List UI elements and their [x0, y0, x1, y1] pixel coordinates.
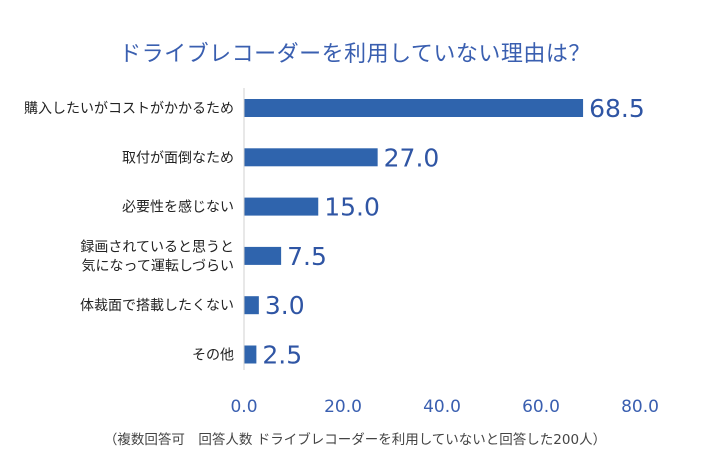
category-label: 体裁面で搭載したくない: [80, 298, 234, 314]
bar: [244, 148, 378, 167]
category-label: 取付が面倒なため: [122, 150, 234, 166]
x-tick-label: 80.0: [621, 397, 659, 417]
data-label: 3.0: [265, 291, 305, 320]
bar: [244, 99, 584, 117]
data-label: 2.5: [262, 341, 302, 370]
category-label: 録画されていると思うと: [80, 239, 234, 255]
category-label: 気になって運転しづらい: [82, 258, 234, 274]
category-label: 必要性を感じない: [122, 199, 234, 216]
x-tick-label: 60.0: [522, 397, 560, 417]
chart-title: ドライブレコーダーを利用していない理由は？: [119, 42, 591, 67]
data-label: 15.0: [324, 193, 380, 222]
x-tick-label: 0.0: [230, 397, 257, 417]
x-tick-label: 20.0: [324, 397, 362, 417]
bar: [244, 246, 282, 265]
category-label: 購入したいがコストがかかるため: [24, 101, 234, 117]
data-label: 27.0: [384, 143, 440, 172]
bar: [244, 197, 319, 216]
chart-footnote: （複数回答可 回答人数 ドライブレコーダーを利用していないと回答した200人）: [103, 432, 607, 448]
data-label: 68.5: [589, 94, 645, 123]
data-label: 7.5: [287, 242, 327, 271]
bar: [244, 296, 259, 315]
category-label: その他: [192, 348, 234, 364]
x-tick-label: 40.0: [423, 397, 461, 417]
bar: [244, 345, 257, 364]
